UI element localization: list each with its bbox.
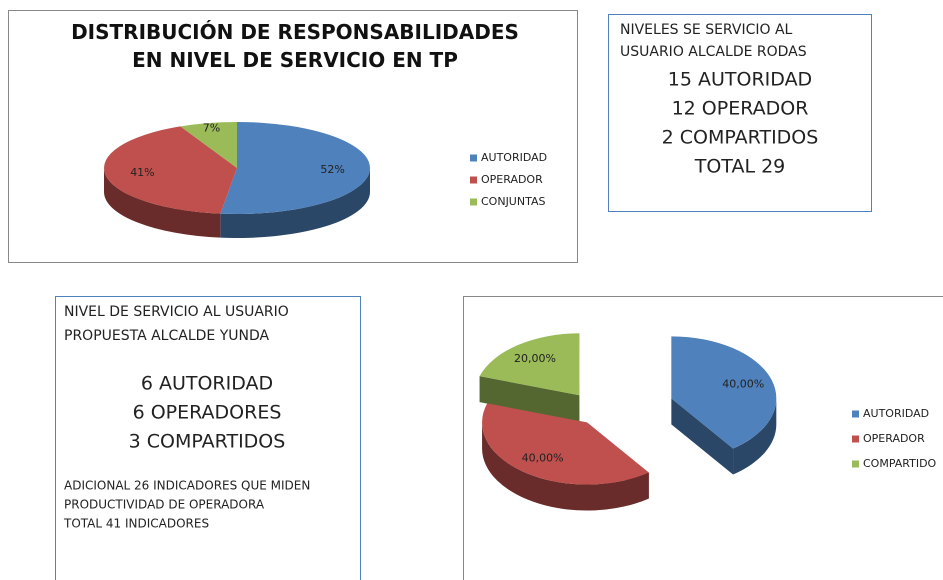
slice-side <box>482 422 649 511</box>
data-label: 40,00% <box>522 452 564 465</box>
data-label: 20,00% <box>514 352 556 365</box>
slice <box>103 126 238 214</box>
box-heading: NIVELES SE SERVICIO AL <box>620 22 793 38</box>
slice <box>671 336 777 449</box>
legend-label: OPERADOR <box>481 173 543 186</box>
slice <box>479 333 580 396</box>
data-label: 41% <box>130 166 154 179</box>
data-label: 40,00% <box>722 378 764 391</box>
box-note: PRODUCTIVIDAD DE OPERADORA <box>64 498 265 512</box>
box-item: 6 OPERADORES <box>133 402 282 424</box>
slice-cut <box>671 398 734 475</box>
box-item: 12 OPERADOR <box>672 98 809 120</box>
legend-label: CONJUNTAS <box>481 195 545 208</box>
box-heading: USUARIO ALCALDE RODAS <box>620 44 807 60</box>
legend-swatch <box>852 435 859 443</box>
legend-swatch <box>852 410 859 418</box>
box-item: 6 AUTORIDAD <box>141 373 273 395</box>
text-box <box>608 14 872 212</box>
legend-label: COMPARTIDO <box>863 457 937 470</box>
box-note: ADICIONAL 26 INDICADORES QUE MIDEN <box>64 479 310 493</box>
slice <box>482 403 649 485</box>
legend-label: AUTORIDAD <box>863 407 929 420</box>
box-item: 15 AUTORIDAD <box>668 69 812 91</box>
slice-side <box>220 168 370 238</box>
slice-side <box>733 398 777 475</box>
legend-swatch <box>470 176 477 184</box>
legend-swatch <box>470 154 477 162</box>
slice <box>180 122 237 168</box>
chart-frame <box>463 296 943 580</box>
data-label: 52% <box>320 163 344 176</box>
box-item: 3 COMPARTIDOS <box>129 431 286 453</box>
box-item: TOTAL 29 <box>694 156 786 178</box>
legend-label: OPERADOR <box>863 432 925 445</box>
box-heading: PROPUESTA ALCALDE YUNDA <box>64 328 270 344</box>
slice-cut <box>479 376 580 422</box>
legend-label: AUTORIDAD <box>481 151 547 164</box>
text-box <box>55 296 361 580</box>
slice <box>220 122 370 214</box>
legend-swatch <box>470 198 477 206</box>
box-heading: NIVEL DE SERVICIO AL USUARIO <box>64 304 289 320</box>
box-note: TOTAL 41 INDICADORES <box>63 517 209 531</box>
box-item: 2 COMPARTIDOS <box>662 127 819 149</box>
legend-swatch <box>852 460 859 468</box>
chart-title: DISTRIBUCIÓN DE RESPONSABILIDADES EN NIV… <box>71 20 519 72</box>
data-label: 7% <box>203 121 220 134</box>
slice-side <box>104 168 221 238</box>
